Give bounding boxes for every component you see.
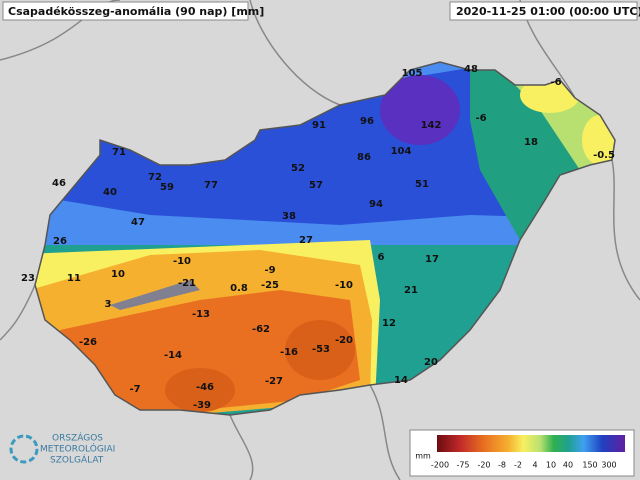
station-value: 86 [357, 152, 371, 163]
legend-unit: mm [415, 452, 431, 461]
station-value: -53 [312, 344, 330, 355]
legend-tick-label: -20 [477, 461, 490, 470]
timestamp: 2020-11-25 01:00 (00:00 UTC) [456, 5, 640, 18]
logo-line: ORSZÁGOS [52, 432, 103, 444]
station-value: 57 [309, 180, 323, 191]
station-value: 21 [404, 285, 418, 296]
station-value: -9 [264, 265, 275, 276]
timestamp-box [449, 1, 638, 21]
station-value: 3 [105, 299, 112, 310]
station-value: 40 [103, 187, 117, 198]
station-value: -13 [192, 309, 210, 320]
legend-tick-label: 300 [601, 461, 616, 470]
station-value: 38 [282, 211, 296, 222]
legend-colorbar [437, 435, 625, 452]
station-value: 23 [21, 273, 35, 284]
station-value: -6 [475, 113, 486, 124]
station-value: -6 [550, 77, 561, 88]
station-value: 96 [360, 116, 374, 127]
legend-tick-label: 40 [563, 461, 573, 470]
station-value: 12 [382, 318, 396, 329]
station-value: -46 [196, 382, 214, 393]
station-value: -62 [252, 324, 270, 335]
legend-tick-label: 10 [546, 461, 556, 470]
station-value: 27 [299, 235, 313, 246]
station-value: -14 [164, 350, 182, 361]
station-value: 59 [160, 182, 174, 193]
station-value: 142 [421, 120, 442, 131]
station-value: 17 [425, 254, 439, 265]
legend-tick-label: -75 [456, 461, 469, 470]
station-value: -7 [129, 384, 140, 395]
station-value: 91 [312, 120, 326, 131]
station-value: -39 [193, 400, 211, 411]
station-value: 48 [464, 64, 478, 75]
station-value: -10 [335, 280, 353, 291]
station-value: -27 [265, 376, 283, 387]
station-value: 26 [53, 236, 67, 247]
station-value: 10 [111, 269, 125, 280]
station-value: 14 [394, 375, 408, 386]
station-value: 6 [378, 252, 385, 263]
station-value: -26 [79, 337, 97, 348]
station-value: 51 [415, 179, 429, 190]
station-value: -0.5 [593, 150, 615, 161]
station-value: -16 [280, 347, 298, 358]
station-value: 20 [424, 357, 438, 368]
station-value: -21 [178, 278, 196, 289]
station-value: 94 [369, 199, 383, 210]
station-value: 77 [204, 180, 218, 191]
legend-tick-label: -200 [431, 461, 449, 470]
station-value: -20 [335, 335, 353, 346]
logo: ORSZÁGOS METEOROLÓGIAI SZOLGÁLAT [9, 432, 115, 466]
station-value: 52 [291, 163, 305, 174]
station-value: -10 [173, 256, 191, 267]
logo-line: METEOROLÓGIAI [40, 443, 115, 455]
legend-tick-label: -8 [498, 461, 506, 470]
title-box [2, 1, 249, 21]
legend-tick-label: 150 [582, 461, 597, 470]
station-value: 72 [148, 172, 162, 183]
station-value: 0.8 [230, 283, 248, 294]
station-value: -25 [261, 280, 279, 291]
legend-tick-label: -2 [514, 461, 522, 470]
station-value: 46 [52, 178, 66, 189]
logo-line: SZOLGÁLAT [50, 454, 104, 466]
station-value: 18 [524, 137, 538, 148]
station-value: 71 [112, 147, 126, 158]
station-value: 11 [67, 273, 81, 284]
station-value: 104 [391, 146, 412, 157]
title: Csapadékösszeg-anomália (90 nap) [mm] [8, 5, 264, 18]
station-value: 105 [402, 68, 423, 79]
station-value: 47 [131, 217, 145, 228]
legend-tick-label: 4 [532, 461, 537, 470]
